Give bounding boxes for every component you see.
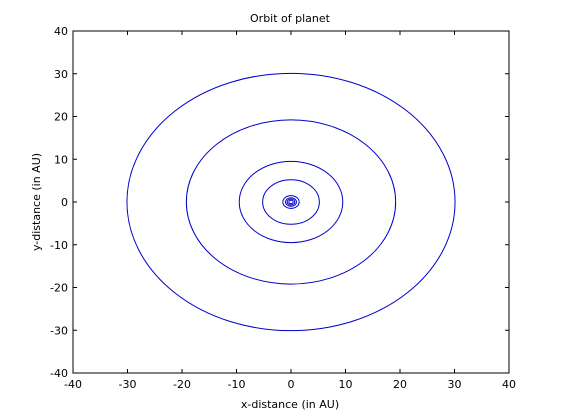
x-tick-label: 40 (502, 378, 516, 391)
plot-area (72, 30, 510, 374)
x-tick-label: -30 (119, 378, 137, 391)
orbit-line-7 (185, 119, 397, 285)
x-tick-label: -10 (228, 378, 246, 391)
y-tick-label: 40 (54, 25, 68, 38)
y-tick-label: -20 (50, 282, 68, 295)
x-tick-label: 10 (339, 378, 353, 391)
x-tick-label: 0 (288, 378, 295, 391)
tick-labels: -40 -30 -20 -10 0 10 20 30 40 -40 -30 -20 -10 0 10 20 30… (50, 25, 516, 391)
y-tick-label: -40 (50, 367, 68, 380)
x-tick-label: 20 (393, 378, 407, 391)
orbit-line-6 (238, 160, 344, 244)
orbit-line-8 (126, 72, 456, 332)
y-tick-label: 10 (54, 153, 68, 166)
orbit-line-3 (285, 197, 297, 207)
orbit-line-5 (262, 179, 320, 225)
x-tick-label: 30 (448, 378, 462, 391)
x-tick-label: -20 (173, 378, 191, 391)
orbit-line-1 (288, 199, 294, 205)
y-tick-label: 0 (61, 196, 68, 209)
orbit-series (126, 72, 456, 332)
x-tick-label: -40 (64, 378, 82, 391)
chart-title: Orbit of planet (250, 12, 331, 25)
orbit-line-4 (282, 195, 300, 209)
orbit-line-2 (286, 198, 296, 206)
y-tick-label: 20 (54, 111, 68, 124)
y-tick-label: -30 (50, 324, 68, 337)
y-axis-title: y-distance (in AU) (30, 153, 43, 251)
x-axis-title: x-distance (in AU) (241, 398, 339, 411)
y-tick-label: 30 (54, 68, 68, 81)
axis-ticks (72, 30, 510, 374)
y-tick-label: -10 (50, 239, 68, 252)
